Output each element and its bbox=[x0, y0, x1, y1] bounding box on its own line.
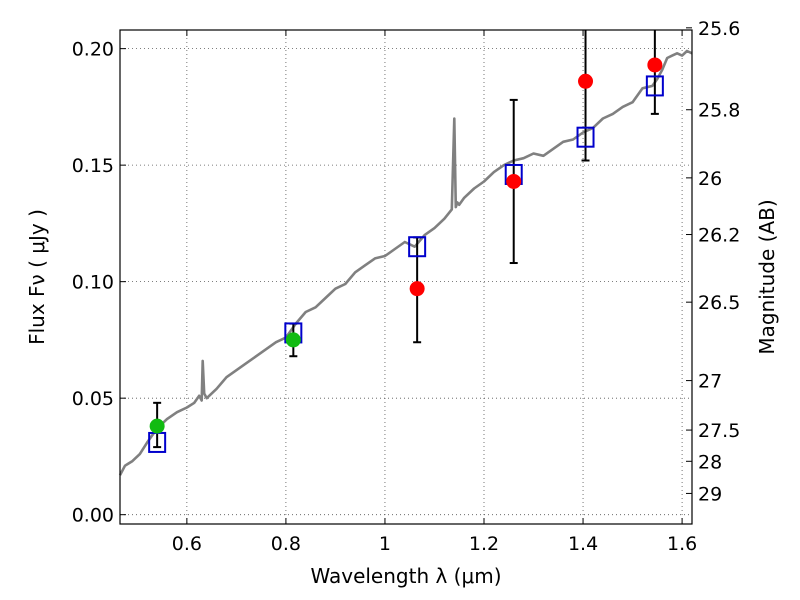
model-spectrum bbox=[118, 49, 693, 476]
magnitude-tick-label: 27 bbox=[698, 371, 722, 393]
x-tick-label: 0.8 bbox=[271, 533, 301, 555]
optical-point bbox=[149, 418, 165, 434]
nir-point bbox=[647, 57, 663, 73]
x-axis-ticks: 0.6 0.8 1 1.2 1.4 1.6 bbox=[172, 30, 697, 555]
magnitude-axis-ticks: 25.6 25.8 26 26.2 26.5 27 27.5 28 29 bbox=[686, 18, 740, 505]
grid bbox=[120, 30, 692, 524]
x-tick-label: 1.6 bbox=[667, 533, 697, 555]
magnitude-tick-label: 26.2 bbox=[698, 225, 740, 247]
nir-point bbox=[578, 73, 594, 89]
y-tick-label: 0.00 bbox=[72, 505, 114, 527]
nir-point bbox=[409, 281, 425, 297]
y-axis-label: Flux Fν ( μJy ) bbox=[25, 209, 49, 345]
magnitude-tick-label: 29 bbox=[698, 483, 722, 505]
y-tick-label: 0.10 bbox=[72, 272, 114, 294]
y-tick-label: 0.05 bbox=[72, 388, 114, 410]
y-tick-label: 0.15 bbox=[72, 155, 114, 177]
y-tick-label: 0.20 bbox=[72, 39, 114, 61]
y-axis-ticks: 0.00 0.05 0.10 0.15 0.20 bbox=[72, 39, 126, 527]
plot-frame bbox=[119, 29, 693, 525]
magnitude-tick-label: 25.8 bbox=[698, 100, 740, 122]
model-photometry-point bbox=[408, 236, 427, 258]
model-spectrum-line bbox=[118, 49, 693, 476]
x-tick-label: 0.6 bbox=[172, 533, 202, 555]
magnitude-tick-label: 26.5 bbox=[698, 292, 740, 314]
magnitude-tick-label: 27.5 bbox=[698, 420, 740, 442]
nir-point bbox=[506, 173, 522, 189]
x-tick-label: 1.4 bbox=[568, 533, 598, 555]
x-axis-label: Wavelength λ (μm) bbox=[310, 564, 501, 588]
magnitude-tick-label: 25.6 bbox=[698, 18, 740, 40]
x-tick-label: 1.2 bbox=[469, 533, 499, 555]
magnitude-tick-label: 28 bbox=[698, 451, 722, 473]
optical-point bbox=[285, 332, 301, 348]
model-photometry-point bbox=[576, 126, 595, 148]
x-tick-label: 1 bbox=[379, 533, 391, 555]
model-photometry-point bbox=[645, 75, 664, 97]
magnitude-axis-label: Magnitude (AB) bbox=[755, 199, 779, 354]
magnitude-tick-label: 26 bbox=[698, 168, 722, 190]
observed-photometry bbox=[149, 57, 663, 434]
